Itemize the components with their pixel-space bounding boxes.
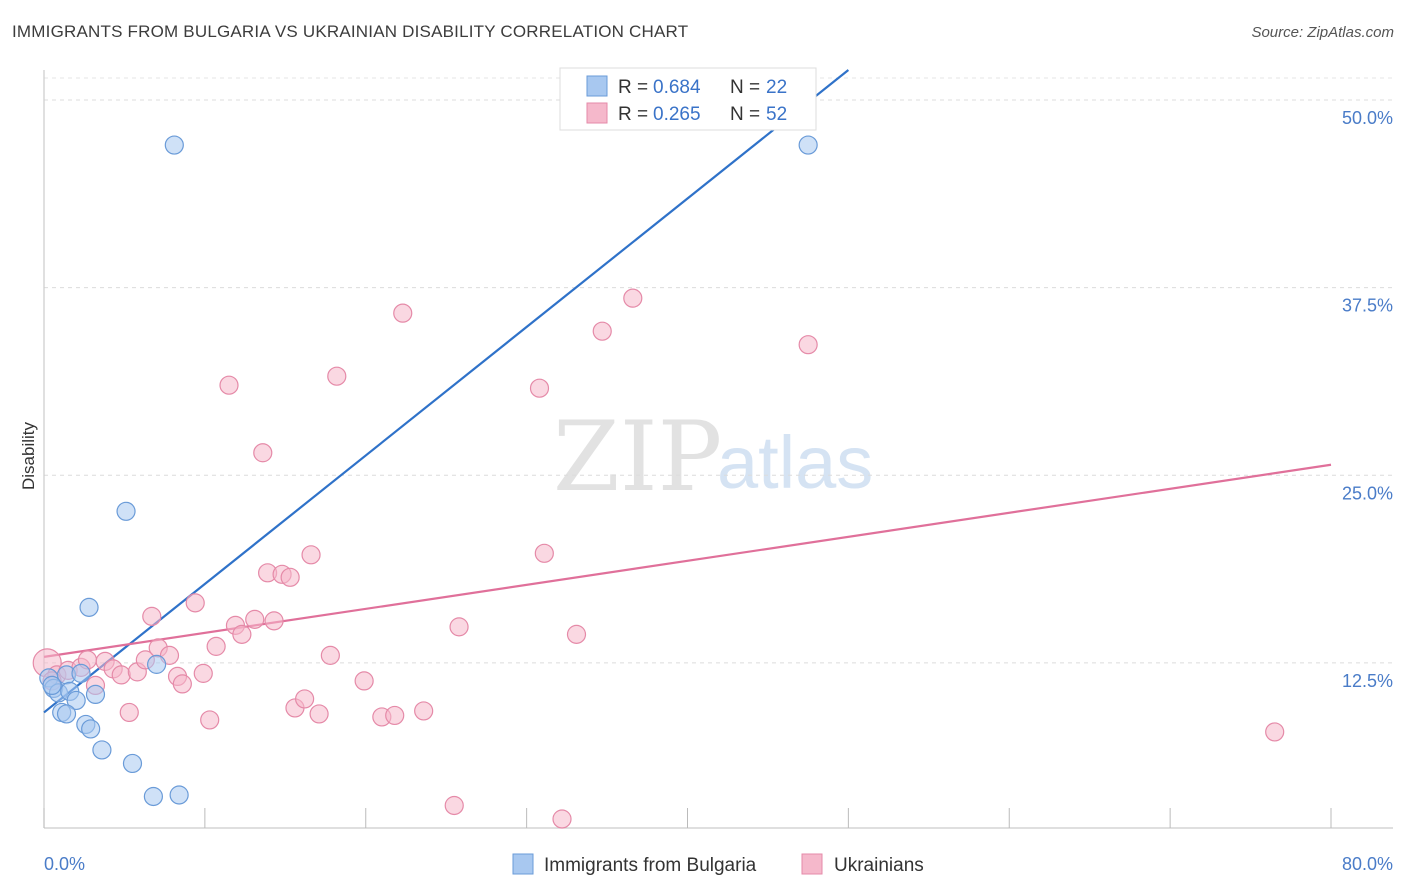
pink-data-point bbox=[444, 795, 464, 816]
legend-n-value-1: 22 bbox=[766, 77, 787, 98]
blue-data-point bbox=[147, 654, 167, 674]
pink-data-point bbox=[280, 567, 300, 587]
blue-data-point bbox=[92, 740, 112, 760]
legend-r-label-1: R = bbox=[618, 77, 648, 98]
gridlines bbox=[44, 77, 1393, 664]
pink-data-point bbox=[219, 375, 239, 395]
watermark-zip: ZIP bbox=[553, 401, 722, 513]
legend-swatch-blue bbox=[586, 75, 608, 97]
blue-data-point bbox=[169, 785, 189, 805]
legend-top: R = 0.684 N = 22 R = 0.265 N = 52 bbox=[559, 67, 817, 131]
pink-data-point bbox=[449, 617, 469, 637]
legend-r-value-2: 0.265 bbox=[653, 104, 701, 125]
blue-data-point bbox=[71, 663, 91, 683]
y-axis-label: Disability bbox=[19, 421, 38, 490]
source-label: Source: ZipAtlas.com bbox=[1251, 24, 1394, 41]
legend-bottom-swatch-pink bbox=[801, 853, 823, 875]
legend-bottom-swatch-blue bbox=[512, 853, 534, 875]
blue-data-point bbox=[81, 719, 101, 739]
pink-data-point bbox=[385, 705, 405, 726]
y-tick-label: 12.5% bbox=[1342, 671, 1393, 691]
pink-data-point bbox=[534, 543, 554, 563]
pink-data-point bbox=[193, 663, 213, 683]
blue-data-point bbox=[122, 753, 143, 774]
y-tick-label: 25.0% bbox=[1342, 483, 1393, 503]
pink-data-point bbox=[1265, 722, 1285, 742]
blue-data-point bbox=[85, 684, 106, 705]
pink-data-point bbox=[295, 689, 315, 709]
blue-trend-line bbox=[43, 69, 850, 714]
axes: 12.5% 25.0% 37.5% 50.0% 0.0% 80.0% bbox=[43, 70, 1393, 874]
blue-data-point bbox=[66, 690, 86, 711]
pink-data-point bbox=[592, 321, 612, 341]
pink-data-point bbox=[566, 624, 587, 644]
pink-data-point bbox=[185, 593, 205, 613]
legend-n-value-2: 52 bbox=[766, 104, 787, 125]
legend-r-label-2: R = bbox=[618, 104, 648, 125]
blue-data-point bbox=[116, 501, 136, 521]
pink-data-point bbox=[245, 609, 265, 629]
pink-data-point bbox=[264, 611, 284, 631]
pink-data-point bbox=[172, 674, 192, 694]
pink-data-point bbox=[200, 710, 220, 730]
blue-data-point bbox=[42, 675, 62, 696]
pink-data-point bbox=[320, 645, 340, 665]
x-tick-label: 80.0% bbox=[1342, 854, 1393, 874]
pink-data-point bbox=[393, 303, 413, 323]
legend-n-label-1: N = bbox=[730, 77, 760, 98]
y-tick-label: 50.0% bbox=[1342, 108, 1393, 128]
pink-data-point bbox=[552, 809, 572, 829]
pink-data-point bbox=[232, 624, 252, 644]
legend-bottom-label-blue: Immigrants from Bulgaria bbox=[544, 855, 757, 876]
svg-text:R =: R = bbox=[618, 77, 648, 98]
legend-r-value-1: 0.684 bbox=[653, 77, 701, 98]
pink-data-point bbox=[354, 671, 374, 691]
pink-data-point bbox=[327, 366, 347, 386]
legend-bottom-label-pink: Ukrainians bbox=[834, 855, 924, 876]
chart-title: IMMIGRANTS FROM BULGARIA VS UKRAINIAN DI… bbox=[12, 22, 689, 41]
pink-data-point bbox=[798, 335, 818, 355]
pink-data-point bbox=[623, 288, 643, 308]
y-tick-label: 37.5% bbox=[1342, 296, 1393, 316]
pink-data-point bbox=[142, 606, 162, 626]
legend-bottom: Immigrants from Bulgaria Ukrainians bbox=[512, 853, 924, 876]
legend-swatch-pink bbox=[586, 102, 608, 124]
pink-data-point bbox=[529, 378, 550, 398]
pink-data-point bbox=[301, 545, 321, 565]
pink-data-point bbox=[111, 665, 131, 685]
blue-data-point bbox=[143, 786, 163, 807]
pink-data-point bbox=[414, 701, 434, 721]
blue-data-point bbox=[79, 597, 99, 617]
blue-data-point bbox=[164, 135, 184, 155]
pink-data-point bbox=[119, 702, 139, 723]
blue-data-point bbox=[56, 704, 77, 724]
legend-n-label-2: N = bbox=[730, 104, 760, 125]
pink-data-point bbox=[253, 443, 273, 463]
pink-data-point bbox=[309, 704, 329, 724]
x-tick-label: 0.0% bbox=[44, 854, 85, 874]
watermark-atlas: atlas bbox=[717, 421, 873, 504]
data-points bbox=[32, 135, 1285, 829]
blue-data-point bbox=[798, 135, 818, 155]
pink-data-point bbox=[206, 636, 226, 656]
